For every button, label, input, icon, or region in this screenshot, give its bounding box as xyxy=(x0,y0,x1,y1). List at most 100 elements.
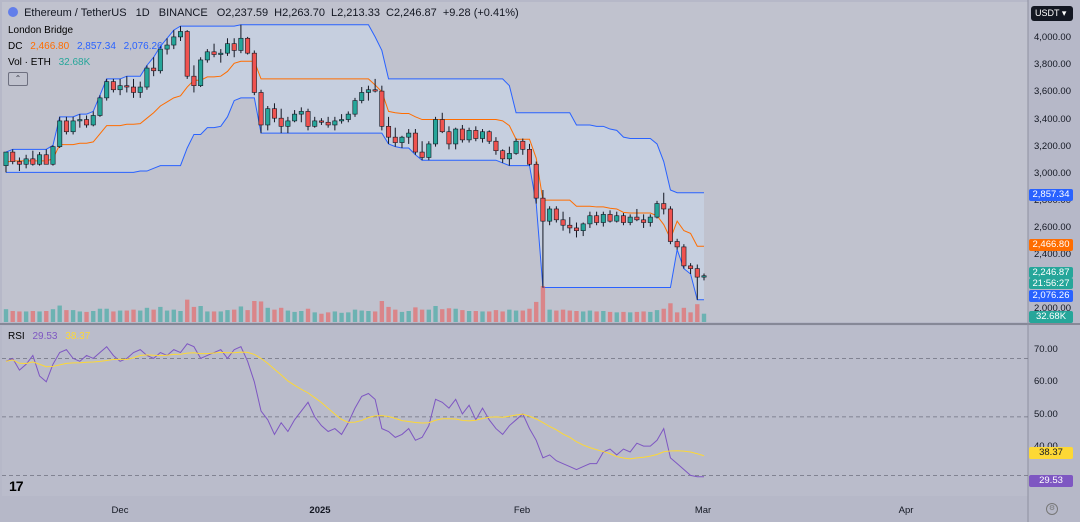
currency-selector[interactable]: USDT ▾ xyxy=(1031,6,1073,21)
candle-body xyxy=(473,130,479,139)
settings-icon[interactable]: ⚙ xyxy=(1046,503,1058,515)
volume-bar xyxy=(339,312,344,322)
candle-body xyxy=(137,86,143,93)
x-label-dec: Dec xyxy=(111,505,129,516)
volume-bar xyxy=(111,311,116,322)
interval[interactable]: 1D xyxy=(135,7,150,19)
volume-bar xyxy=(198,306,203,322)
candle xyxy=(171,30,177,50)
currency-label: USDT xyxy=(1035,8,1060,18)
symbol-name[interactable]: Ethereum / TetherUS xyxy=(24,7,127,19)
candle xyxy=(540,190,546,288)
x-label-2025: 2025 xyxy=(309,505,331,516)
candle xyxy=(667,206,673,245)
candle xyxy=(178,26,183,41)
volume-bar xyxy=(299,311,304,322)
candle-body xyxy=(305,111,311,127)
donchian-basis-line xyxy=(5,60,704,247)
dc-upper-value: 2,857.34 xyxy=(76,41,116,52)
candle-body xyxy=(245,37,251,54)
volume-bar xyxy=(23,311,29,322)
high-value: H2,263.70 xyxy=(274,7,325,19)
candle xyxy=(681,244,687,269)
candle xyxy=(533,161,539,204)
volume-bar xyxy=(17,311,22,322)
candle-body xyxy=(493,140,499,152)
collapse-legend-button[interactable]: ⌃ xyxy=(8,72,28,86)
candle-body xyxy=(231,43,237,51)
candle xyxy=(16,157,22,172)
volume-bar xyxy=(10,311,15,322)
candle-body xyxy=(641,219,647,223)
volume-bar xyxy=(681,307,687,322)
volume-bar xyxy=(57,305,62,322)
candle-body xyxy=(278,117,284,127)
volume-bar xyxy=(574,311,579,322)
candle xyxy=(694,264,700,300)
donchian-fill xyxy=(6,24,704,300)
candle-body xyxy=(513,140,519,154)
candle-body xyxy=(292,113,298,122)
volume-bar xyxy=(520,310,525,322)
candle-body xyxy=(627,216,633,223)
candle-body xyxy=(184,31,190,77)
candle xyxy=(480,129,486,143)
candle xyxy=(500,149,506,163)
volume-bar xyxy=(634,311,640,322)
candle-body xyxy=(654,203,660,218)
candle-body xyxy=(359,92,365,101)
volume-bar xyxy=(601,311,606,322)
candle-body xyxy=(97,97,103,116)
candle xyxy=(399,135,405,148)
volume-bar xyxy=(252,301,257,322)
volume-bar xyxy=(379,301,385,322)
candle xyxy=(50,145,56,166)
candle-body xyxy=(144,67,150,88)
candle xyxy=(231,38,237,58)
candle-body xyxy=(258,92,264,126)
volume-bar xyxy=(547,309,552,322)
candle xyxy=(23,154,29,169)
candle-body xyxy=(547,208,553,222)
candle xyxy=(580,222,586,237)
candle-body xyxy=(580,223,586,231)
candle-body xyxy=(688,265,694,269)
candle xyxy=(332,116,338,131)
candle-body xyxy=(251,52,257,93)
candle xyxy=(312,116,318,128)
volume-bar xyxy=(64,310,69,322)
candle xyxy=(654,200,660,219)
volume-legend[interactable]: Vol · ETH 32.68K xyxy=(8,57,95,68)
candle-body xyxy=(527,149,532,165)
vol-value: 32.68K xyxy=(58,57,91,68)
dc-basis-value: 2,466.80 xyxy=(30,41,70,52)
candle-body xyxy=(63,120,69,133)
candle-body xyxy=(191,75,197,86)
tradingview-logo[interactable]: 17 xyxy=(9,478,24,494)
candle xyxy=(439,112,445,134)
rsi-legend[interactable]: RSI 29.53 38.37 xyxy=(8,331,95,342)
volume-bar xyxy=(70,310,76,322)
dc-legend[interactable]: DC 2,466.80 2,857.34 2,076.26 xyxy=(8,41,168,52)
volume-bar xyxy=(50,309,56,322)
dc-label: DC xyxy=(8,41,23,52)
candle xyxy=(553,206,559,223)
x-label-mar: Mar xyxy=(694,505,712,516)
volume-bar xyxy=(164,310,170,322)
volume-bar xyxy=(305,308,311,322)
close-value: C2,246.87 xyxy=(386,7,437,19)
candle-body xyxy=(600,214,606,223)
volume-bar xyxy=(621,311,626,322)
candle xyxy=(379,85,385,131)
candle xyxy=(325,116,331,128)
candle xyxy=(386,116,392,144)
volume-bar xyxy=(507,309,512,322)
candle-body xyxy=(540,197,546,222)
volume-bar xyxy=(205,311,210,322)
rsi-tick-50: 50.00 xyxy=(1034,409,1058,420)
volume-bar xyxy=(466,311,472,322)
candle-body xyxy=(178,31,183,38)
candle-body xyxy=(620,215,626,223)
volume-bar xyxy=(426,309,432,322)
